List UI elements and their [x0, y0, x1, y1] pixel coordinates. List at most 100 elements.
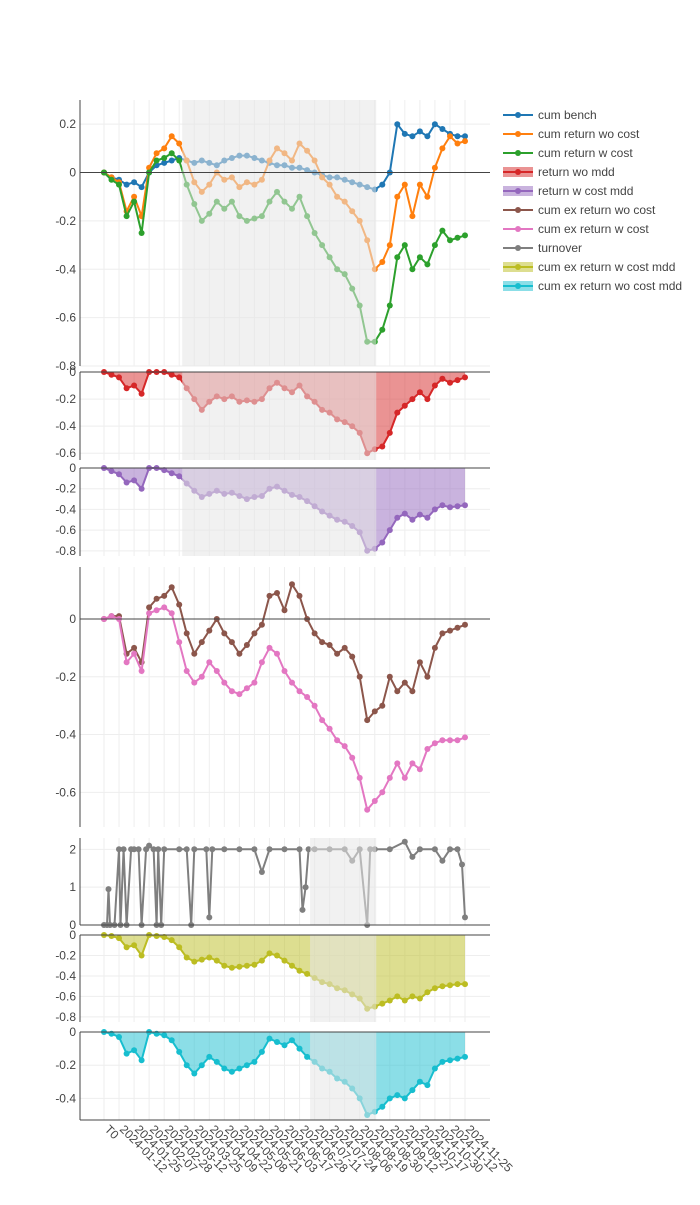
cum_ex_return_w_cost-point [161, 604, 168, 611]
cum_ex_return_wo_cost-point [431, 644, 438, 651]
cum_bench-point [161, 159, 168, 166]
cum_ex_return_w_cost_mdd-point [454, 981, 461, 988]
y-tick-label: -0.6 [55, 785, 76, 799]
cum_ex_return_w_cost-point [108, 613, 115, 620]
y-tick-label: 0 [69, 612, 76, 626]
return_wo_mdd-point [416, 389, 423, 396]
cum_ex_return_w_cost-point [356, 774, 363, 781]
cum_ex_return_w_cost_mdd-point [394, 993, 401, 1000]
cum_ex_return_w_cost-point [243, 685, 250, 692]
cum_ex_return_w_cost-point [266, 644, 273, 651]
cum_ex_return_wo_cost-point [334, 650, 341, 657]
cum_ex_return_wo_cost-point [371, 708, 378, 715]
legend-item[interactable]: turnover [503, 241, 582, 255]
cum_ex_return_w_cost-point [138, 668, 145, 674]
cum_ex_return_wo_cost-point [153, 595, 160, 602]
cum_ex_return_wo_cost_mdd-point [131, 1047, 138, 1054]
return_wo_mdd-point [108, 371, 115, 378]
cum_return_w_cost-point [108, 176, 115, 183]
cum_ex_return_wo_cost-point [424, 673, 431, 680]
cum_ex_return_w_cost-point [258, 659, 265, 666]
legend-swatch-point [515, 131, 521, 137]
legend-swatch-point [515, 245, 521, 251]
cum_ex_return_w_cost_mdd-point [168, 937, 175, 944]
return_w_cost_mdd-point [123, 479, 130, 486]
y-tick-label: -0.6 [55, 446, 76, 460]
cum_ex_return_w_cost-point [176, 639, 183, 646]
legend-label: cum ex return wo cost [538, 203, 656, 217]
cum_bench-point [379, 181, 386, 188]
y-tick-label: -0.6 [55, 989, 76, 1003]
y-tick-label: -0.4 [55, 262, 76, 276]
cum_ex_return_wo_cost_mdd-point [447, 1057, 453, 1064]
y-tick-label: 2 [69, 842, 76, 856]
cum_ex_return_w_cost-point [401, 774, 408, 781]
cum_return_w_cost-point [161, 155, 168, 161]
cum_ex_return_w_cost_mdd-point [116, 935, 122, 942]
y-tick-label: 0.2 [59, 117, 76, 131]
shaded-regions [182, 100, 377, 1120]
legend-item[interactable]: cum ex return w cost mdd [503, 260, 675, 274]
cum_ex_return_wo_cost-point [251, 630, 258, 637]
y-tick-label: -0.2 [55, 392, 76, 406]
cum_return_w_cost-point [454, 234, 461, 241]
shaded-region [182, 100, 377, 366]
cum_ex_return_wo_cost-point [409, 688, 416, 695]
turnover-point [302, 884, 309, 891]
turnover-point [299, 906, 306, 913]
cum_ex_return_w_cost_mdd-point [379, 1000, 386, 1007]
y-tick-label: 0 [69, 1025, 76, 1039]
cum_ex_return_w_cost_mdd-point [191, 958, 198, 965]
legend-item[interactable]: cum ex return wo cost [503, 203, 656, 217]
cum_ex_return_w_cost_mdd-point [138, 952, 145, 959]
cum_ex_return_wo_cost-point [131, 644, 138, 651]
cum_ex_return_w_cost-point [334, 737, 341, 744]
cum_ex_return_wo_cost-point [416, 659, 423, 666]
cum_ex_return_w_cost-point [447, 737, 453, 744]
cum_ex_return_w_cost_mdd-point [304, 970, 311, 977]
turnover-point [462, 914, 468, 921]
y-tick-label: 0 [69, 166, 76, 180]
legend-item[interactable]: cum ex return w cost [503, 222, 649, 236]
cum_ex_return_wo_cost-point [206, 627, 213, 634]
cum_ex_return_w_cost-point [131, 650, 138, 657]
cum_ex_return_w_cost-point [409, 760, 416, 767]
legend-item[interactable]: return w cost mdd [503, 184, 633, 198]
cum_ex_return_w_cost-point [289, 679, 295, 686]
cum_ex_return_w_cost-point [123, 659, 130, 666]
turnover-point [459, 861, 465, 868]
cum_return_w_cost-point [123, 213, 130, 220]
turnover-point [155, 846, 162, 853]
return_w_cost_mdd-point [176, 473, 183, 480]
turnover-point [221, 846, 228, 853]
cum_ex_return_wo_cost_mdd-point [206, 1053, 213, 1060]
cum_ex_return_wo_cost_mdd-point [454, 1055, 461, 1062]
cum_ex_return_w_cost_mdd-point [243, 962, 250, 969]
legend-item[interactable]: cum bench [503, 108, 597, 122]
legend-label: turnover [538, 241, 582, 255]
y-tick-label: 0 [69, 928, 76, 942]
cum_ex_return_wo_cost-point [454, 624, 461, 631]
legend-item[interactable]: cum ex return wo cost mdd [503, 279, 682, 293]
legend-item[interactable]: return wo mdd [503, 165, 615, 179]
turnover-point [203, 846, 210, 853]
cum_ex_return_wo_cost_mdd-point [168, 1037, 175, 1044]
y-tick-label: -0.2 [55, 214, 76, 228]
turnover-point [150, 846, 157, 853]
legend-item[interactable]: cum return wo cost [503, 127, 640, 141]
turnover-point [120, 846, 127, 853]
return_wo_mdd-point [401, 402, 408, 409]
turnover-point [105, 886, 112, 893]
turnover-point [296, 846, 303, 853]
cum_ex_return_w_cost_mdd-point [213, 957, 220, 964]
return_w_cost_mdd-point [447, 504, 453, 511]
legend-swatch-point [515, 207, 521, 213]
cum_return_wo_cost-point [454, 140, 461, 147]
cum_ex_return_wo_cost-point [191, 650, 198, 657]
cum_ex_return_w_cost_mdd-point [228, 964, 235, 971]
cum_ex_return_w_cost_mdd-point [183, 954, 190, 961]
legend-item[interactable]: cum return w cost [503, 146, 633, 160]
return_wo_mdd-point [424, 396, 431, 403]
cum_ex_return_w_cost-point [462, 734, 468, 741]
cum_ex_return_wo_cost-point [281, 607, 288, 614]
